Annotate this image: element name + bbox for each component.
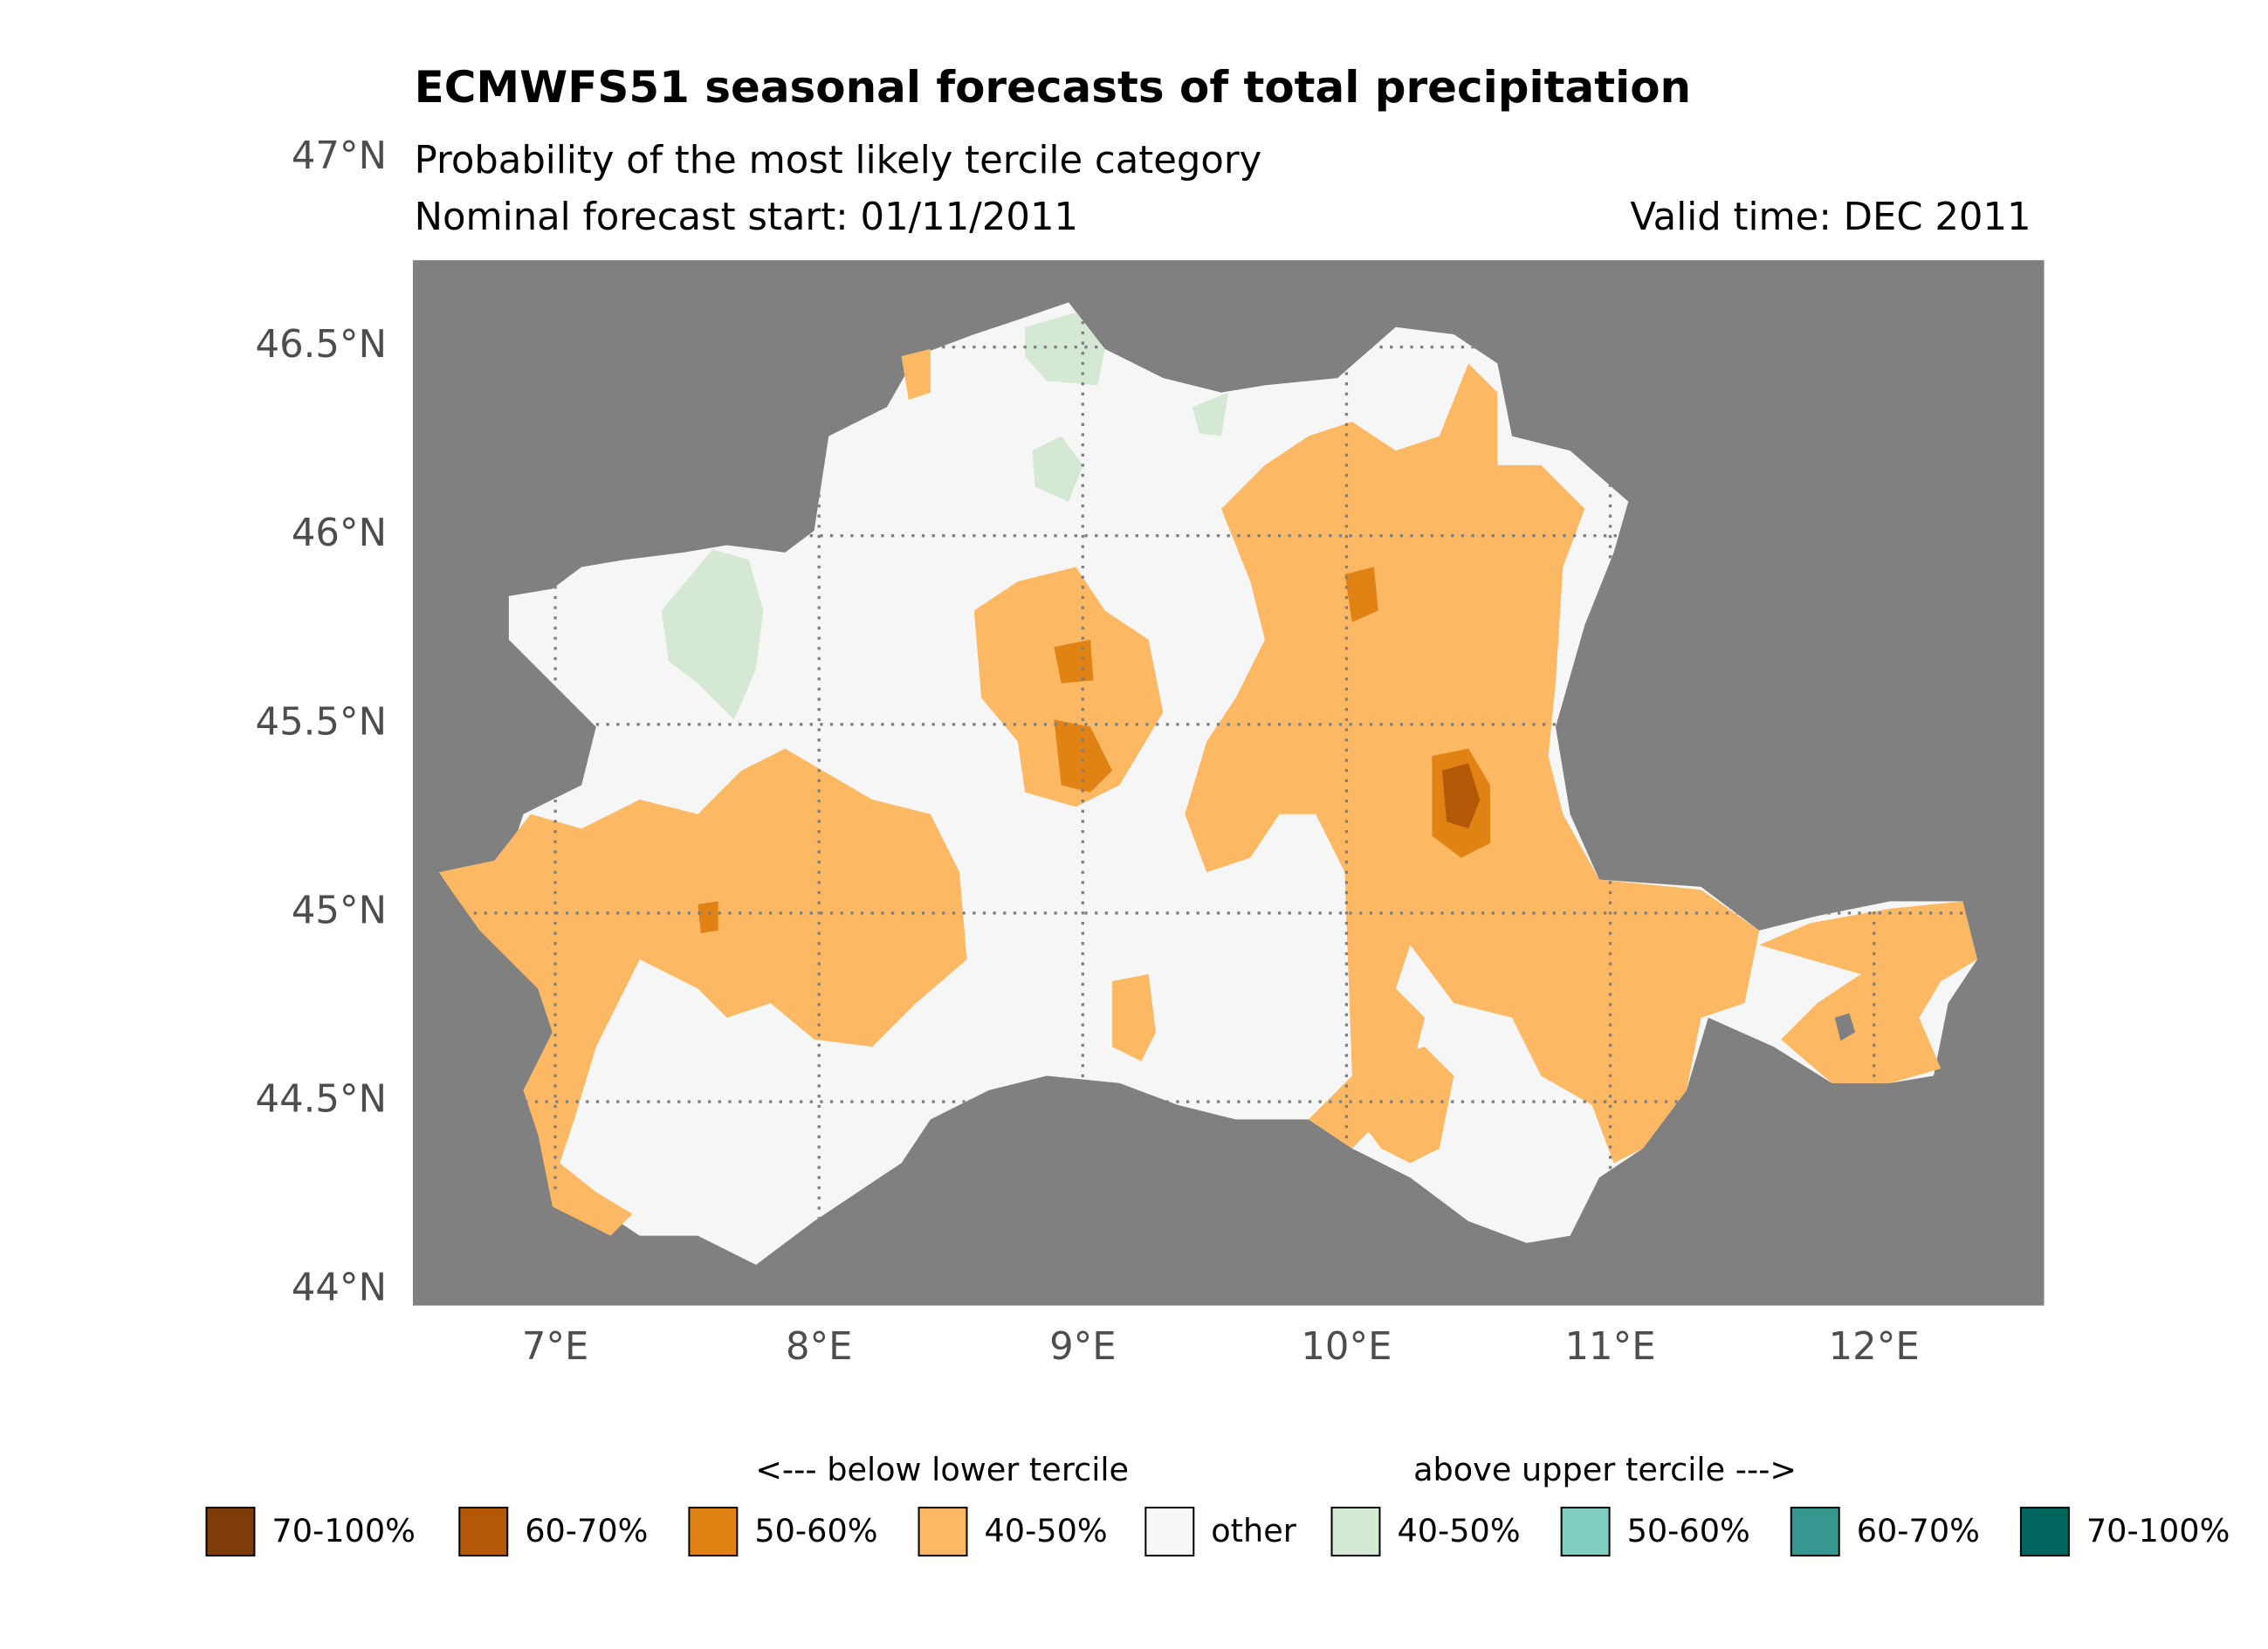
- legend-swatch: [688, 1507, 739, 1556]
- legend-label: 40-50%: [984, 1512, 1107, 1549]
- legend-swatch: [1790, 1507, 1840, 1556]
- dry-area: [973, 567, 1164, 807]
- y-tick-label: 47°N: [292, 134, 387, 178]
- y-tick-label: 46°N: [292, 512, 387, 555]
- y-tick-label: 45°N: [292, 889, 387, 932]
- no-data: [1834, 1013, 1856, 1041]
- legend-above-label: above upper tercile --->: [1413, 1451, 1797, 1488]
- wet-area: [661, 549, 764, 720]
- legend-swatch: [1144, 1507, 1195, 1556]
- dry-area: [698, 901, 718, 934]
- legend-label: 40-50%: [1397, 1512, 1520, 1549]
- y-tick-label: 44°N: [292, 1267, 387, 1310]
- dry-area: [1359, 1047, 1454, 1164]
- legend-swatch: [918, 1507, 968, 1556]
- dry-40-50: [438, 348, 1977, 1236]
- dry-60-70: [1442, 763, 1481, 829]
- legend-swatch: [1560, 1507, 1611, 1556]
- wet-area: [1025, 313, 1105, 386]
- dry-area: [1054, 639, 1094, 684]
- legend-swatch: [205, 1507, 256, 1556]
- forecast-start: Nominal forecast start: 01/11/2011: [415, 196, 1078, 239]
- legend-label: 50-60%: [1627, 1512, 1750, 1549]
- valid-time: Valid time: DEC 2011: [1630, 196, 2031, 239]
- chart-body: ECMWFS51 seasonal forecasts of total pre…: [205, 62, 2230, 1556]
- x-tick-label: 9°E: [1049, 1325, 1117, 1369]
- legend-swatch: [458, 1507, 509, 1556]
- x-tick-label: 8°E: [786, 1325, 853, 1369]
- legend-swatch: [1330, 1507, 1381, 1556]
- wet-area: [1192, 392, 1229, 436]
- y-tick-label: 46.5°N: [256, 323, 387, 367]
- legend-swatch: [2019, 1507, 2070, 1556]
- dry-area: [1112, 973, 1156, 1062]
- legend-label: 50-60%: [754, 1512, 877, 1549]
- legend-label: 70-100%: [2086, 1512, 2230, 1549]
- chart-title: ECMWFS51 seasonal forecasts of total pre…: [415, 62, 1691, 113]
- land: [438, 302, 1977, 1265]
- ticks: 44°N 44.5°N 45°N 45.5°N 46°N 46.5°N 47°N 7°E 8°E…: [256, 134, 1920, 1369]
- wet-area: [1032, 436, 1083, 502]
- chart-subtitle: Probability of the most likely tercile c…: [415, 139, 1262, 182]
- dry-area: [1344, 567, 1378, 622]
- legend-label: 60-70%: [1857, 1512, 1980, 1549]
- x-tick-label: 10°E: [1301, 1325, 1392, 1369]
- y-tick-label: 44.5°N: [256, 1078, 387, 1122]
- x-tick-label: 11°E: [1565, 1325, 1656, 1369]
- y-tick-label: 45.5°N: [256, 700, 387, 744]
- dry-area: [438, 748, 967, 1236]
- legend-label: 60-70%: [525, 1512, 648, 1549]
- legend-label: other: [1211, 1512, 1297, 1549]
- legend-label: 70-100%: [271, 1512, 416, 1549]
- x-tick-label: 7°E: [522, 1325, 589, 1369]
- legend-below-label: <--- below lower tercile: [755, 1451, 1129, 1488]
- dry-area: [901, 348, 931, 400]
- dry-area: [1054, 719, 1113, 793]
- dry-area: [1759, 901, 1977, 1083]
- x-tick-label: 12°E: [1829, 1325, 1920, 1369]
- legend: <--- below lower tercile above upper ter…: [205, 1451, 2230, 1556]
- wet-areas: [661, 313, 1229, 720]
